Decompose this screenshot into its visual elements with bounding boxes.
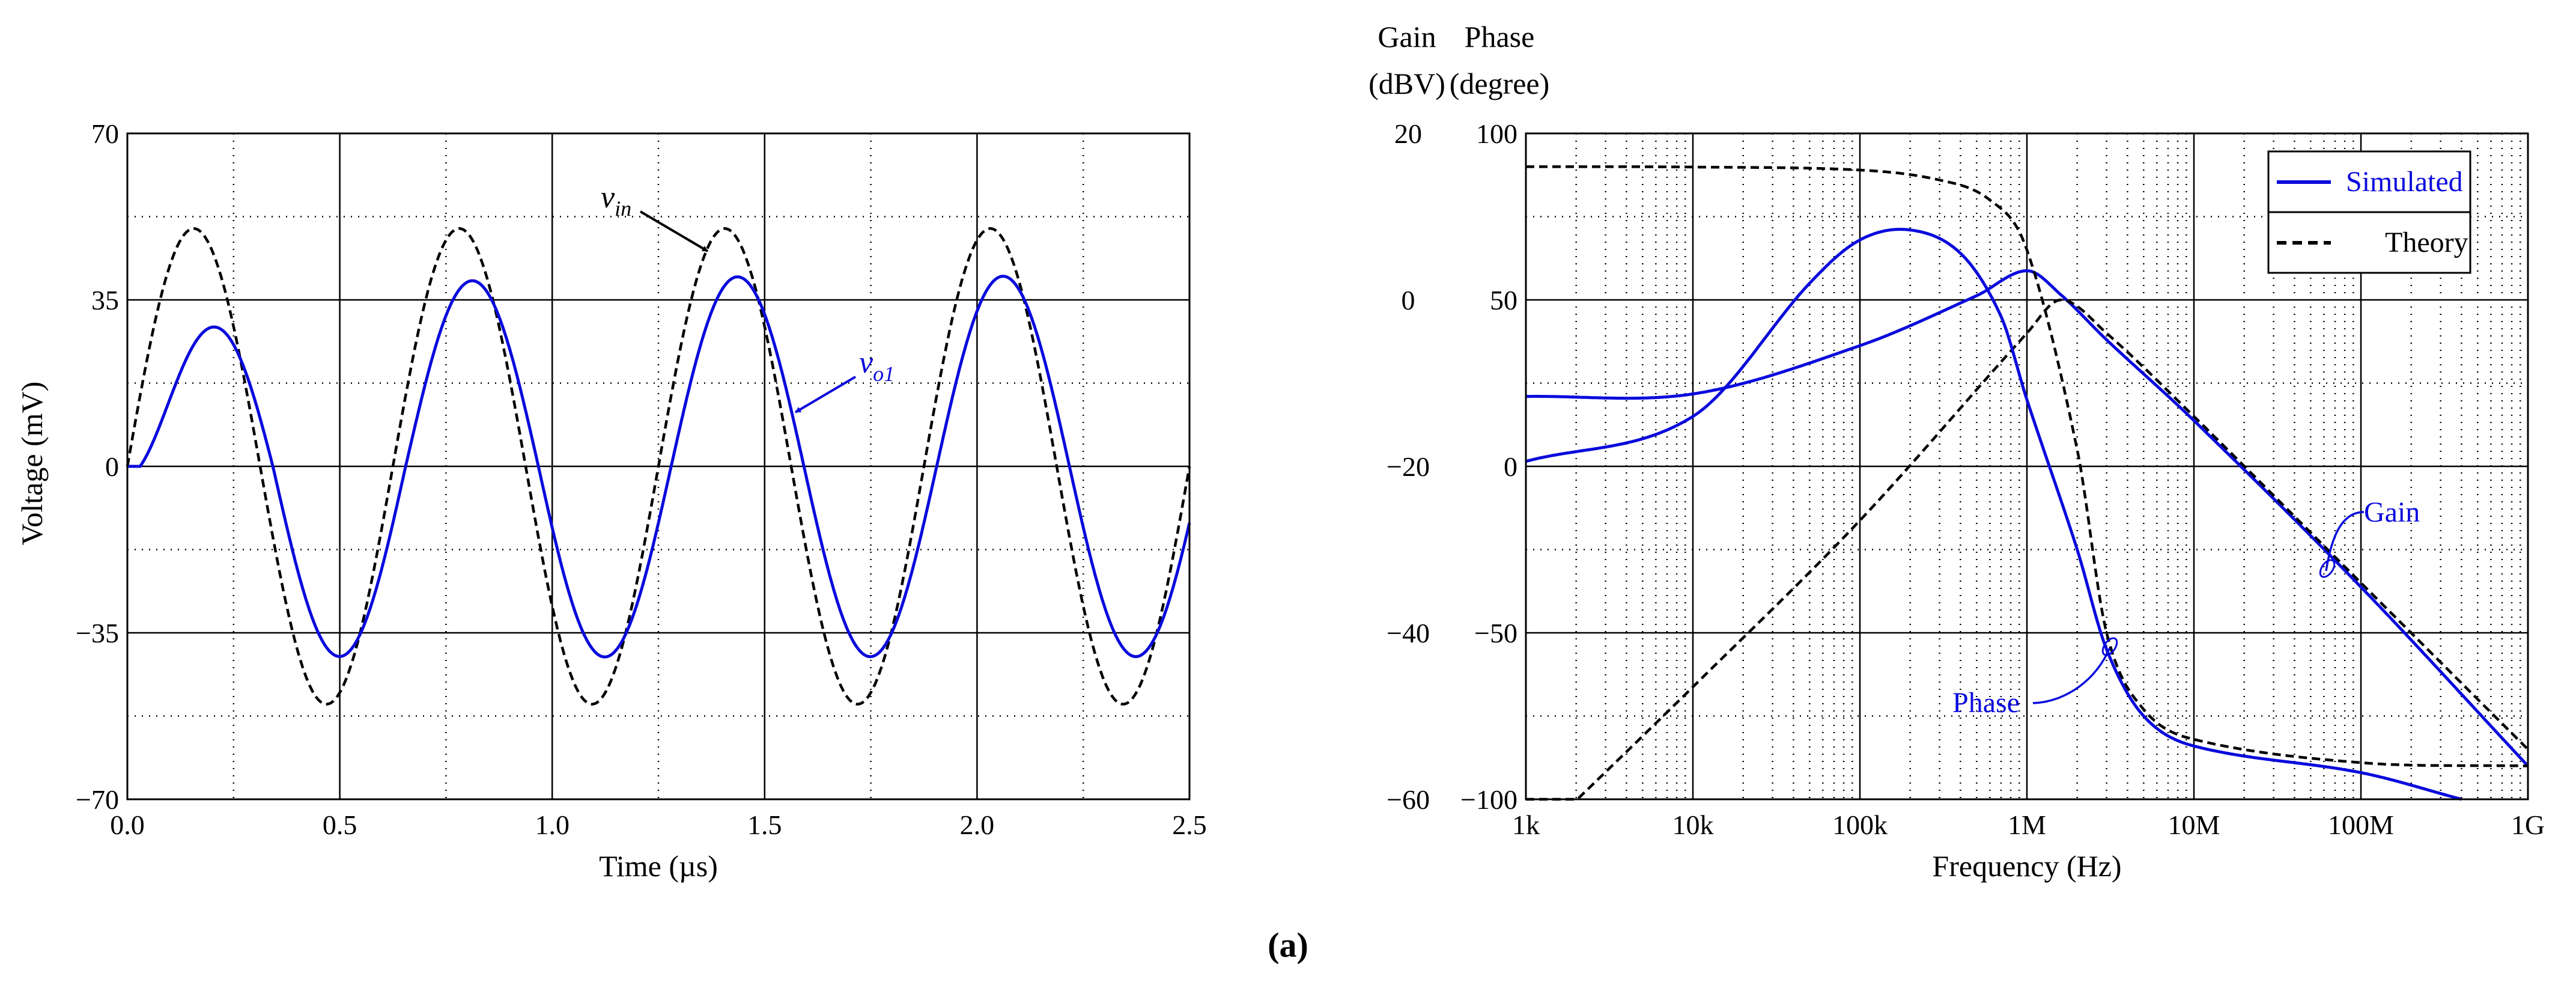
phase-simulated-line xyxy=(1525,228,2462,801)
phase-annotation-marker xyxy=(2101,637,2118,656)
right-x-tick-label: 100M xyxy=(2328,809,2394,840)
left-tick-labels: 0.0 0.5 1.0 1.5 2.0 2.5 70 35 0 −35 −70 xyxy=(76,118,1207,840)
gain-tick-label: −20 xyxy=(1387,451,1430,482)
left-x-tick-label: 2.5 xyxy=(1172,809,1207,840)
vin-annotation-label: vin xyxy=(601,180,631,221)
phase-tick-label: 100 xyxy=(1476,118,1517,149)
vin-series-line xyxy=(126,227,1191,706)
gain-annotation-marker xyxy=(2319,559,2336,578)
left-x-tick-label: 0.0 xyxy=(110,809,145,840)
phase-tick-label: −100 xyxy=(1460,784,1517,815)
phase-theory-line xyxy=(1526,165,2529,767)
left-x-axis-label: Time (µs) xyxy=(599,849,718,883)
right-series xyxy=(1525,165,2529,801)
bode-plot-chart: 1k 10k 100k 1M 10M 100M 1G 20 0 −20 −40 −60 100 50 0 −5… xyxy=(1368,20,2545,883)
gain-tick-label: 20 xyxy=(1394,118,1422,149)
left-x-tick-label: 1.0 xyxy=(535,809,570,840)
left-plot-frame xyxy=(126,132,1191,800)
right-x-tick-label: 100k xyxy=(1832,809,1888,840)
gain-theory-line xyxy=(1526,298,2529,801)
left-y-axis-label: Voltage (mV) xyxy=(15,382,49,546)
gain-axis-title-line1: Gain xyxy=(1378,20,1436,53)
vo1-annotation-label: vo1 xyxy=(859,346,895,386)
right-x-tick-label: 1k xyxy=(1512,809,1540,840)
left-y-tick-label: 70 xyxy=(91,118,119,149)
legend-theory-label: Theory xyxy=(2385,227,2468,258)
vo1-annotation-arrow xyxy=(794,376,857,413)
phase-tick-label: −50 xyxy=(1474,618,1517,648)
left-x-tick-label: 2.0 xyxy=(960,809,995,840)
vin-main: v xyxy=(601,180,615,215)
phase-axis-title-line1: Phase xyxy=(1465,20,1535,53)
figure-label: (a) xyxy=(1268,925,1308,965)
right-x-axis-label: Frequency (Hz) xyxy=(1932,849,2121,883)
right-x-tick-label: 10M xyxy=(2168,809,2220,840)
left-y-tick-label: −70 xyxy=(76,784,119,815)
phase-axis-title-line2: (degree) xyxy=(1450,67,1550,100)
phase-annotation-leader xyxy=(2032,647,2111,704)
right-tick-labels: 1k 10k 100k 1M 10M 100M 1G 20 0 −20 −40 −60 100 50 0 −5… xyxy=(1387,118,2545,840)
phase-tick-label: 0 xyxy=(1504,451,1517,482)
phase-annotation-label: Phase xyxy=(1952,687,2020,719)
left-x-tick-label: 1.5 xyxy=(747,809,782,840)
gain-tick-label: −40 xyxy=(1387,618,1430,648)
phase-tick-label: 50 xyxy=(1490,285,1517,316)
gain-tick-label: −60 xyxy=(1387,784,1430,815)
right-plot-frame xyxy=(1525,132,2529,800)
gain-annotation-label: Gain xyxy=(2364,496,2420,528)
gain-axis-title-line2: (dBV) xyxy=(1368,67,1445,100)
left-y-tick-label: 35 xyxy=(91,285,119,316)
vo1-series-line xyxy=(127,275,1191,659)
gain-tick-label: 0 xyxy=(1402,285,1415,316)
legend-simulated-label: Simulated xyxy=(2346,166,2463,198)
vin-sub: in xyxy=(615,197,631,221)
vo1-main: v xyxy=(859,346,873,380)
right-x-tick-label: 1G xyxy=(2511,809,2545,840)
left-y-tick-label: −35 xyxy=(76,618,119,648)
left-y-tick-label: 0 xyxy=(105,451,119,482)
left-x-tick-label: 0.5 xyxy=(323,809,357,840)
right-x-tick-label: 10k xyxy=(1672,809,1714,840)
vin-annotation-arrow xyxy=(639,210,709,252)
right-x-tick-label: 1M xyxy=(2008,809,2046,840)
vo1-sub: o1 xyxy=(873,362,895,386)
gain-annotation-leader xyxy=(2325,511,2365,572)
gain-simulated-line xyxy=(1525,269,2529,767)
left-series xyxy=(126,227,1191,706)
legend: Simulated Theory xyxy=(2267,150,2471,274)
